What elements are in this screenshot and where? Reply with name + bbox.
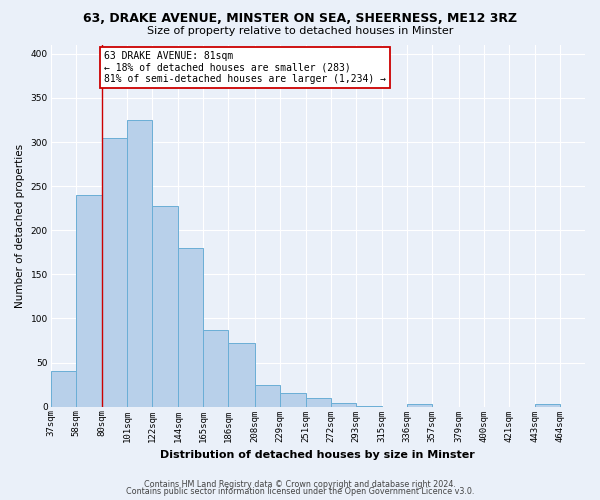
Bar (76, 195, 102, 406)
Text: 63, DRAKE AVENUE, MINSTER ON SEA, SHEERNESS, ME12 3RZ: 63, DRAKE AVENUE, MINSTER ON SEA, SHEERN… (83, 12, 517, 26)
Bar (229, 343, 254, 406)
Bar (127, 120, 152, 406)
Text: Contains public sector information licensed under the Open Government Licence v3: Contains public sector information licen… (126, 487, 474, 496)
Bar (102, 138, 127, 406)
Bar (152, 206, 178, 406)
X-axis label: Distribution of detached houses by size in Minster: Distribution of detached houses by size … (160, 450, 475, 460)
Bar (203, 330, 229, 406)
Text: 63 DRAKE AVENUE: 81sqm
← 18% of detached houses are smaller (283)
81% of semi-de: 63 DRAKE AVENUE: 81sqm ← 18% of detached… (104, 51, 386, 84)
Bar (280, 392, 306, 406)
Bar (407, 404, 433, 406)
Text: Size of property relative to detached houses in Minster: Size of property relative to detached ho… (147, 26, 453, 36)
Bar (254, 384, 280, 406)
Bar (535, 404, 560, 406)
Bar (50, 372, 76, 406)
Bar (306, 398, 331, 406)
Text: Contains HM Land Registry data © Crown copyright and database right 2024.: Contains HM Land Registry data © Crown c… (144, 480, 456, 489)
Y-axis label: Number of detached properties: Number of detached properties (15, 144, 25, 308)
Bar (178, 248, 203, 406)
Bar (331, 403, 356, 406)
